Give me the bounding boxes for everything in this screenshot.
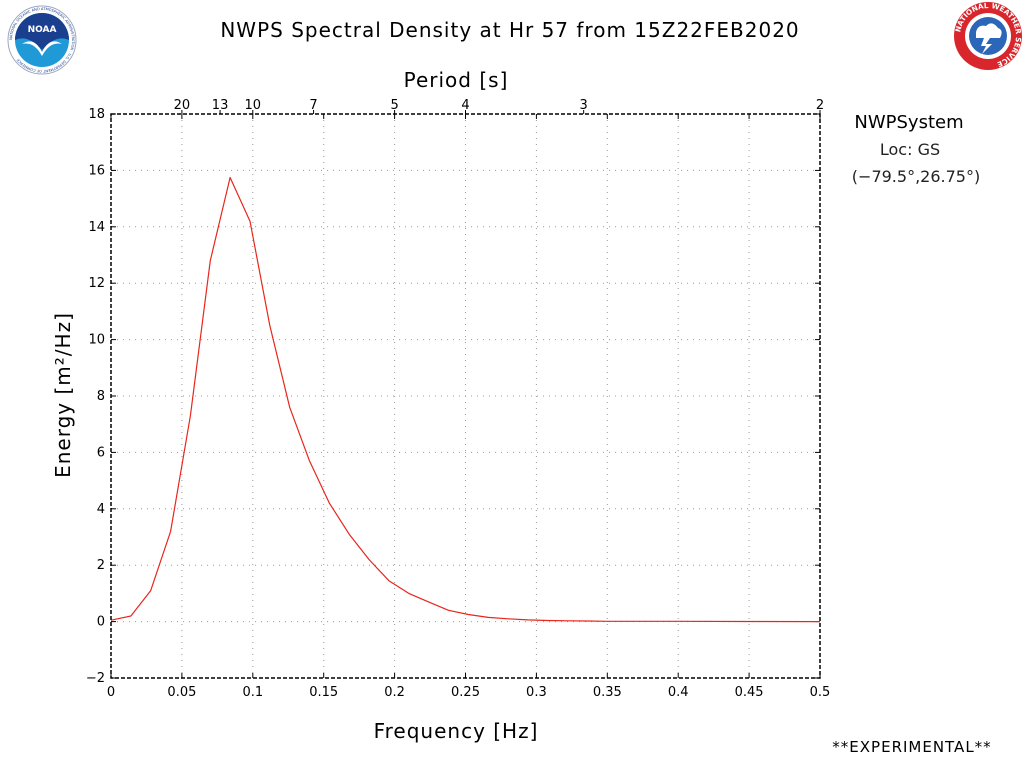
y-tick-label: 4 (97, 502, 105, 517)
period-tick-label: 5 (390, 98, 398, 113)
nws-cloud-icon (976, 23, 1002, 38)
period-tick-label: 2 (816, 98, 824, 113)
location-label: Loc: GS (880, 140, 940, 159)
y-tick-label: −2 (86, 671, 105, 686)
y-tick-label: 6 (97, 445, 105, 460)
x-tick-label: 0.2 (384, 685, 405, 700)
x-tick-label: 0.25 (451, 685, 480, 700)
axis-ticks: 0 0.05 0.1 0.15 0.2 0.25 0.3 0.35 0.4 0.45 0.5−202… (86, 98, 831, 700)
chart-title: NWPS Spectral Density at Hr 57 from 15Z2… (220, 18, 799, 42)
experimental-badge: **EXPERIMENTAL** (832, 738, 991, 756)
nws-lightning-icon (981, 38, 992, 54)
nws-logo: NATIONAL WEATHER SERVICE (953, 1, 1023, 70)
x-tick-label: 0.05 (167, 685, 196, 700)
y-tick-label: 14 (88, 220, 105, 235)
x-tick-label: 0.5 (810, 685, 831, 700)
x-tick-label: 0.15 (309, 685, 338, 700)
system-name: NWPSystem (854, 112, 963, 133)
noaa-bird-icon (22, 41, 62, 56)
spectrum-line (110, 176, 821, 623)
y-tick-label: 0 (97, 615, 105, 630)
x-tick-label: 0.35 (593, 685, 622, 700)
y-tick-label: 12 (88, 276, 105, 291)
top-axis-label: Period [s] (404, 68, 509, 92)
x-tick-label: 0.3 (526, 685, 547, 700)
period-tick-label: 3 (580, 98, 588, 113)
noaa-logo: NOAA NATIONAL OCEANIC AND ATMOSPHERIC AD… (7, 5, 77, 75)
grid-lines (111, 114, 820, 678)
period-tick-label: 10 (245, 98, 262, 113)
y-tick-label: 8 (97, 389, 105, 404)
y-tick-label: 18 (88, 107, 105, 122)
location-coords: (−79.5°,26.75°) (852, 167, 980, 186)
plot-frame (110, 113, 821, 679)
x-tick-label: 0 (107, 685, 115, 700)
y-axis-label: Energy [m²/Hz] (51, 312, 75, 478)
period-tick-label: 13 (212, 98, 229, 113)
x-tick-label: 0.4 (668, 685, 689, 700)
x-tick-label: 0.1 (242, 685, 263, 700)
y-tick-label: 2 (97, 558, 105, 573)
y-tick-label: 10 (88, 333, 105, 348)
period-tick-label: 4 (461, 98, 469, 113)
x-tick-label: 0.45 (735, 685, 764, 700)
noaa-logo-label: NOAA (28, 25, 57, 35)
y-tick-label: 16 (88, 163, 105, 178)
spectrum-series (110, 176, 821, 623)
x-axis-label: Frequency [Hz] (374, 719, 539, 743)
period-tick-label: 20 (174, 98, 191, 113)
period-tick-label: 7 (309, 98, 317, 113)
